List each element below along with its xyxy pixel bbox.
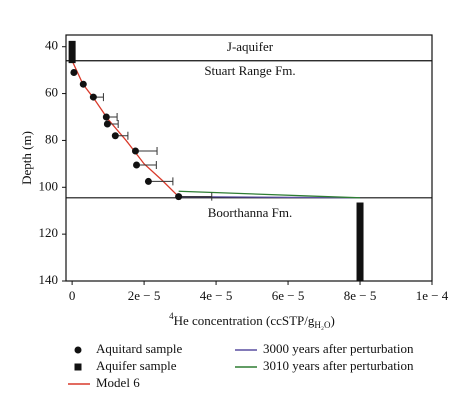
x-label-end: ) xyxy=(331,313,335,328)
x-label-sup: 4 xyxy=(169,311,174,321)
region-label: J-aquifer xyxy=(227,39,274,54)
point xyxy=(111,132,119,140)
y-tick-label: 120 xyxy=(39,225,59,240)
x-label-sub: H₂O xyxy=(314,320,331,330)
legend-label: 3010 years after perturbation xyxy=(263,358,414,373)
point xyxy=(102,113,110,121)
legend-label: Aquifer sample xyxy=(96,358,177,373)
legend-label: Aquitard sample xyxy=(96,341,183,356)
point xyxy=(175,193,183,201)
line xyxy=(178,190,361,199)
line xyxy=(71,60,180,198)
point xyxy=(89,93,97,101)
point xyxy=(103,120,111,128)
plot-frame xyxy=(65,34,433,282)
point xyxy=(79,80,87,88)
legend-label: Model 6 xyxy=(96,375,140,390)
error-bar xyxy=(148,177,174,186)
x-label-main: He concentration (ccSTP/g xyxy=(174,313,315,328)
legend-label: 3000 years after perturbation xyxy=(263,341,414,356)
aquifer-bar xyxy=(356,202,364,281)
y-tick-label: 40 xyxy=(45,38,58,53)
error-bar xyxy=(178,192,213,201)
y-tick-label: 80 xyxy=(45,131,58,146)
error-bar xyxy=(135,146,158,155)
x-tick-label: 0 xyxy=(69,288,76,303)
region-label: Boorthanna Fm. xyxy=(208,205,293,220)
x-tick-label: 1e − 4 xyxy=(416,288,449,303)
y-tick-label: 60 xyxy=(45,85,58,100)
x-tick-label: 8e − 5 xyxy=(344,288,377,303)
x-tick-label: 2e − 5 xyxy=(128,288,161,303)
point xyxy=(131,147,139,155)
point xyxy=(133,161,141,169)
y-axis-label: Depth (m) xyxy=(19,131,34,185)
aquifer-bar xyxy=(68,40,76,64)
x-tick-label: 6e − 5 xyxy=(272,288,305,303)
y-tick-label: 140 xyxy=(39,272,59,287)
point xyxy=(144,177,152,185)
x-axis-label: 4He concentration (ccSTP/gH₂O) xyxy=(169,311,335,330)
legend-symbol xyxy=(74,363,82,371)
x-tick-label: 4e − 5 xyxy=(200,288,233,303)
y-tick-label: 100 xyxy=(39,178,59,193)
legend-symbol xyxy=(74,346,82,354)
region-label: Stuart Range Fm. xyxy=(204,63,295,78)
point xyxy=(70,68,78,76)
